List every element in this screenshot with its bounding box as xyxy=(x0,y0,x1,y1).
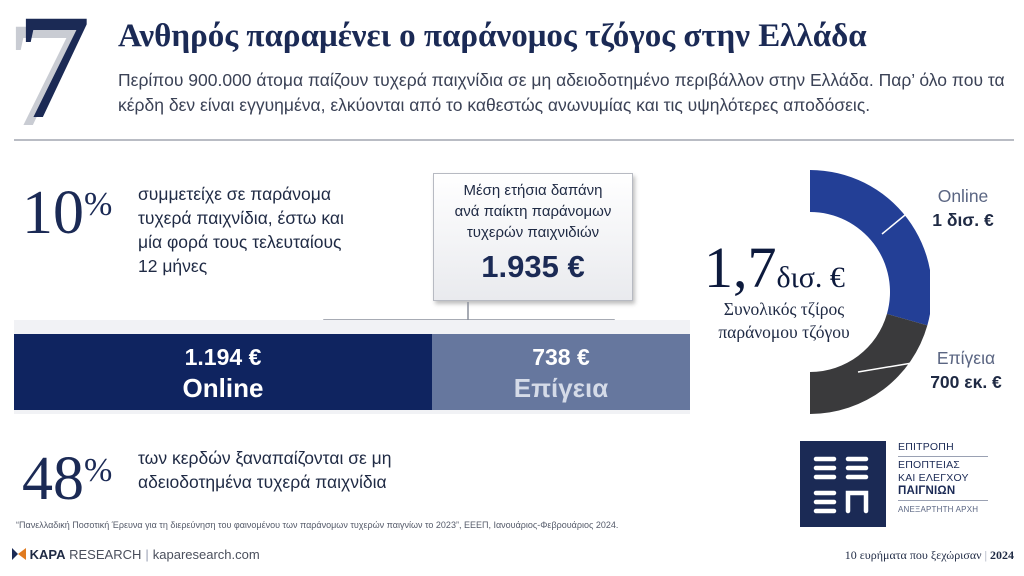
total-turnover-label-line: παράνομου τζόγου xyxy=(718,322,850,342)
footer-brand-bold: KAPA xyxy=(29,547,66,562)
average-spend-value: 1.935 € xyxy=(481,249,585,284)
bar-land-name: Επίγεια xyxy=(513,373,609,403)
total-turnover-unit: δισ. € xyxy=(776,261,845,294)
average-spend-label-line: Μέση ετήσια δαπάνη xyxy=(463,182,603,199)
bar-segment-land: 738 € Επίγεια xyxy=(432,334,690,410)
bar-segment-online: 1.194 € Online xyxy=(14,334,432,410)
kapa-logo-icon xyxy=(12,548,26,560)
stat-participation-text: συμμετείχε σε παράνομα τυχερά παιχνίδια,… xyxy=(138,184,344,276)
eeep-logo-text: ΕΠΙΤΡΟΠΗ ΕΠΟΠΤΕΙΑΣ ΚΑΙ ΕΛΕΓΧΟΥ ΠΑΙΓΝΙΩΝ … xyxy=(898,441,988,516)
total-turnover-label-line: Συνολικός τζίρος xyxy=(723,299,845,319)
average-spend-label-line: τυχερών παιχνιδιών xyxy=(466,224,600,241)
stat-participation-value: 10 xyxy=(22,179,84,247)
stat-reinvest-text: των κερδών ξαναπαίζονται σε μη αδειοδοτη… xyxy=(138,448,392,492)
donut-land-name: Επίγεια xyxy=(936,348,996,368)
stat-reinvest-value: 48 xyxy=(22,445,84,513)
bar-land-value: 738 € xyxy=(532,344,590,370)
logo-rule xyxy=(898,456,988,457)
logo-line: ΕΠΟΠΤΕΙΑΣ xyxy=(898,459,960,471)
bar-land-label: 738 € Επίγεια xyxy=(432,334,690,404)
logo-line: ΠΑΙΓΝΙΩΝ xyxy=(898,485,956,497)
stat-participation-sign: % xyxy=(84,186,113,223)
finding-number: 7 xyxy=(16,0,91,150)
total-turnover-label: Συνολικός τζίρος παράνομου τζόγου xyxy=(700,298,868,344)
footer-series: 10 ευρήματα που ξεχώρισαν | 2024 xyxy=(844,548,1014,562)
logo-line: ΑΝΕΞΑΡΤΗΤΗ ΑΡΧΗ xyxy=(898,505,979,514)
stat-reinvest-sign: % xyxy=(84,452,113,489)
total-turnover-number: 1,7 xyxy=(704,235,777,300)
footer-series-text: 10 ευρήματα που ξεχώρισαν xyxy=(844,548,982,562)
source-note: “Πανελλαδική Ποσοτική Έρευνα για τη διερ… xyxy=(16,520,619,530)
stat-participation-percent: 10% xyxy=(22,182,112,244)
donut-online-name: Online xyxy=(937,186,989,206)
total-turnover-value: 1,7δισ. € xyxy=(704,238,845,298)
land-leader-line xyxy=(857,361,919,373)
bar-online-label: 1.194 € Online xyxy=(14,334,432,404)
average-spend-box: Μέση ετήσια δαπάνη ανά παίκτη παράνομων … xyxy=(433,173,633,301)
online-leader-line xyxy=(881,205,917,235)
average-spend-label-line: ανά παίκτη παράνομων xyxy=(454,203,612,220)
page-subtitle: Περίπου 900.000 άτομα παίζουν τυχερά παι… xyxy=(118,70,1005,115)
header-divider xyxy=(14,139,1014,141)
bar-online-name: Online xyxy=(182,373,264,403)
logo-line: ΕΠΙΤΡΟΠΗ xyxy=(898,441,954,453)
footer-brand-rest: RESEARCH xyxy=(69,547,142,562)
footer-site-link[interactable]: kaparesearch.com xyxy=(152,547,260,562)
logo-line: ΚΑΙ ΕΛΕΓΧΟΥ xyxy=(898,472,969,484)
footer-brand: KAPA RESEARCH | kaparesearch.com xyxy=(12,547,260,562)
footer-year: 2024 xyxy=(990,548,1014,562)
eeep-logo-mark xyxy=(800,441,886,527)
average-spend-label: Μέση ετήσια δαπάνη ανά παίκτη παράνομων … xyxy=(434,180,632,243)
donut-slices xyxy=(810,170,930,414)
logo-rule xyxy=(898,500,988,501)
bar-online-value: 1.194 € xyxy=(184,344,262,370)
stat-reinvest-percent: 48% xyxy=(22,448,112,510)
donut-slice-online xyxy=(810,170,930,326)
donut-online-value: 1 δισ. € xyxy=(932,210,994,230)
page-title: Ανθηρός παραμένει ο παράνομος τζόγος στη… xyxy=(118,18,867,54)
donut-slice-land xyxy=(810,313,928,414)
eeep-logo-icon xyxy=(813,456,869,514)
donut-land-value: 700 εκ. € xyxy=(930,372,1002,392)
turnover-donut-chart xyxy=(810,170,930,414)
